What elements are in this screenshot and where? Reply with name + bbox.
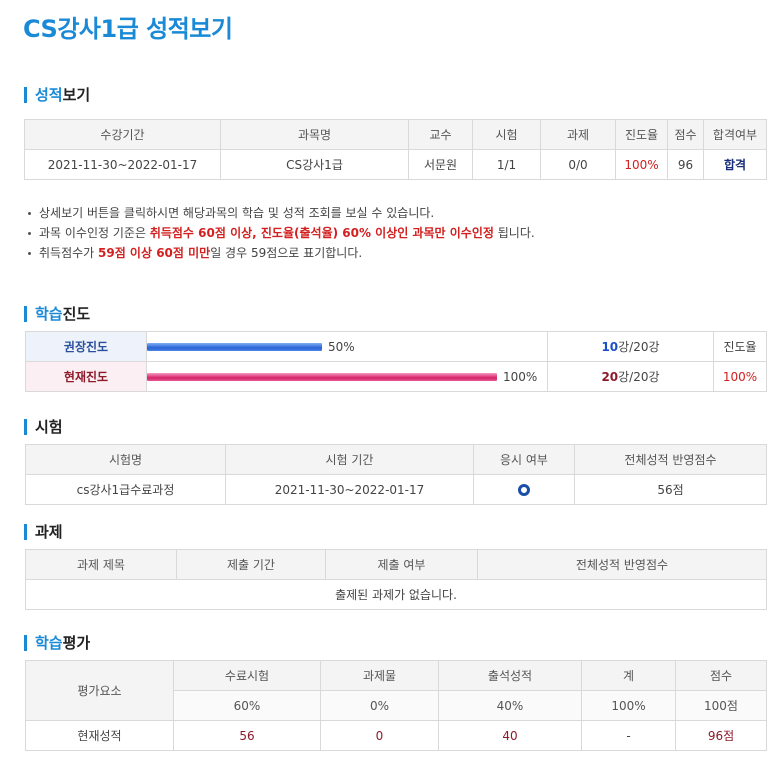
score-cell: 96 — [667, 149, 704, 180]
assignment-table: 과제 제목 제출 기간 제출 여부 전체성적 반영점수 출제된 과제가 없습니다… — [25, 549, 767, 610]
recommended-progress-label: 권장진도 — [25, 331, 147, 362]
col-header: 수료시험 — [173, 660, 321, 691]
col-header: 제출 여부 — [325, 549, 478, 580]
professor-cell: 서문원 — [408, 149, 473, 180]
col-header: 시험 — [472, 119, 541, 150]
assignment-cell: 0/0 — [540, 149, 616, 180]
table-row: 2021-11-30~2022-01-17 CS강사1급 서문원 1/1 0/0… — [24, 149, 767, 180]
progress-cell: 100% — [615, 149, 668, 180]
recommended-progress-percent: 50% — [328, 339, 355, 354]
col-header: 합격여부 — [703, 119, 767, 150]
attendance-score-value: 40 — [438, 720, 582, 751]
table-row: 현재성적 56 0 40 - 96점 — [25, 720, 767, 751]
exam-score: 56점 — [574, 474, 767, 505]
note-item: 취득점수가 59점 이상 60점 미만일 경우 59점으로 표기합니다. — [28, 243, 535, 263]
col-header: 시험 기간 — [225, 444, 474, 475]
exam-table: 시험명 시험 기간 응시 여부 전체성적 반영점수 cs강사1급수료과정 202… — [25, 444, 767, 505]
col-header: 점수 — [667, 119, 704, 150]
period-cell: 2021-11-30~2022-01-17 — [24, 149, 221, 180]
note-emphasis: 59점 이상 60점 미만 — [98, 246, 211, 260]
recommended-progress-bar-cell: 50% — [146, 331, 548, 362]
recommended-lessons: 10강/20강 — [547, 331, 714, 362]
exam-cell: 1/1 — [472, 149, 541, 180]
weight-cell: 60% — [173, 690, 321, 721]
weight-cell: 100% — [581, 690, 676, 721]
col-header: 출석성적 — [438, 660, 582, 691]
note-emphasis: 취득점수 60점 이상, 진도율(출석율) 60% 이상인 과목만 이수인정 — [149, 226, 494, 240]
note-item: 과목 이수인정 기준은 취득점수 60점 이상, 진도율(출석율) 60% 이상… — [28, 223, 535, 243]
col-header: 과제 — [540, 119, 616, 150]
note-text: 과목 이수인정 기준은 — [39, 226, 150, 240]
course-cell: CS강사1급 — [220, 149, 409, 180]
note-text: 취득점수가 — [39, 246, 99, 260]
evaluation-section-title: 학습평가 — [24, 634, 90, 652]
final-score-value: 96점 — [675, 720, 767, 751]
col-header: 점수 — [675, 660, 767, 691]
note-item: 상세보기 버튼을 클릭하시면 해당과목의 학습 및 성적 조회를 보실 수 있습… — [28, 203, 535, 223]
page-title: CS강사1급 성적보기 — [23, 15, 233, 43]
current-lessons: 20강/20강 — [547, 361, 714, 392]
recommended-progress-bar — [147, 342, 322, 351]
current-progress-bar — [147, 372, 497, 381]
note-text: 상세보기 버튼을 클릭하시면 해당과목의 학습 및 성적 조회를 보실 수 있습… — [39, 206, 435, 220]
grade-section-title: 성적보기 — [24, 86, 90, 104]
col-header: 전체성적 반영점수 — [477, 549, 767, 580]
weight-cell: 40% — [438, 690, 582, 721]
evaluation-weights-row: 60% 0% 40% 100% 100점 — [26, 690, 767, 721]
note-text: 일 경우 59점으로 표기합니다. — [210, 246, 363, 260]
exam-name: cs강사1급수료과정 — [25, 474, 226, 505]
current-progress-rate: 100% — [713, 361, 767, 392]
col-header: 교수 — [408, 119, 473, 150]
exam-score-value: 56 — [173, 720, 321, 751]
col-header: 계 — [581, 660, 676, 691]
weight-cell: 0% — [320, 690, 439, 721]
col-header: 전체성적 반영점수 — [574, 444, 767, 475]
progress-table: 권장진도 50% 10강/20강 진도율 현재진도 100% 20강/20강 1… — [25, 331, 767, 392]
col-header: 시험명 — [25, 444, 226, 475]
col-header: 과제 제목 — [25, 549, 177, 580]
col-header: 진도율 — [615, 119, 668, 150]
assignment-score-value: 0 — [320, 720, 439, 751]
current-progress-label: 현재진도 — [25, 361, 147, 392]
table-row: 권장진도 50% 10강/20강 진도율 — [25, 331, 767, 362]
col-header: 수강기간 — [24, 119, 221, 150]
col-header: 과목명 — [220, 119, 409, 150]
current-score-label: 현재성적 — [25, 720, 174, 751]
evaluation-table: 평가요소 수료시험 과제물 출석성적 계 점수 60% 0% 40% 100% … — [25, 660, 767, 751]
col-header: 응시 여부 — [473, 444, 575, 475]
table-row: cs강사1급수료과정 2021-11-30~2022-01-17 56점 — [25, 474, 767, 505]
progress-section-title: 학습진도 — [24, 305, 90, 323]
pass-status: 합격 — [703, 149, 767, 180]
exam-section-title: 시험 — [24, 418, 63, 436]
current-progress-bar-cell: 100% — [146, 361, 548, 392]
table-row: 출제된 과제가 없습니다. — [25, 579, 767, 610]
exam-table-header: 시험명 시험 기간 응시 여부 전체성적 반영점수 — [25, 444, 767, 475]
col-header: 제출 기간 — [176, 549, 326, 580]
col-header: 과제물 — [320, 660, 439, 691]
grade-table: 수강기간 과목명 교수 시험 과제 진도율 점수 합격여부 2021-11-30… — [24, 119, 767, 180]
exam-taken-status — [473, 474, 575, 505]
exam-period: 2021-11-30~2022-01-17 — [225, 474, 474, 505]
grade-notes: 상세보기 버튼을 클릭하시면 해당과목의 학습 및 성적 조회를 보실 수 있습… — [28, 203, 535, 263]
assignment-section-title: 과제 — [24, 523, 63, 541]
assignment-empty-message: 출제된 과제가 없습니다. — [25, 579, 767, 610]
current-progress-percent: 100% — [503, 369, 538, 384]
progress-rate-label: 진도율 — [713, 331, 767, 362]
assignment-table-header: 과제 제목 제출 기간 제출 여부 전체성적 반영점수 — [25, 549, 767, 580]
note-text: 됩니다. — [493, 226, 535, 240]
taken-radio-icon — [518, 484, 530, 496]
evaluation-corner-header: 평가요소 — [25, 660, 174, 721]
weight-cell: 100점 — [675, 690, 767, 721]
evaluation-table-header: 평가요소 수료시험 과제물 출석성적 계 점수 — [25, 660, 767, 721]
total-value: - — [581, 720, 676, 751]
table-row: 현재진도 100% 20강/20강 100% — [25, 361, 767, 392]
grade-table-header: 수강기간 과목명 교수 시험 과제 진도율 점수 합격여부 — [24, 119, 767, 150]
